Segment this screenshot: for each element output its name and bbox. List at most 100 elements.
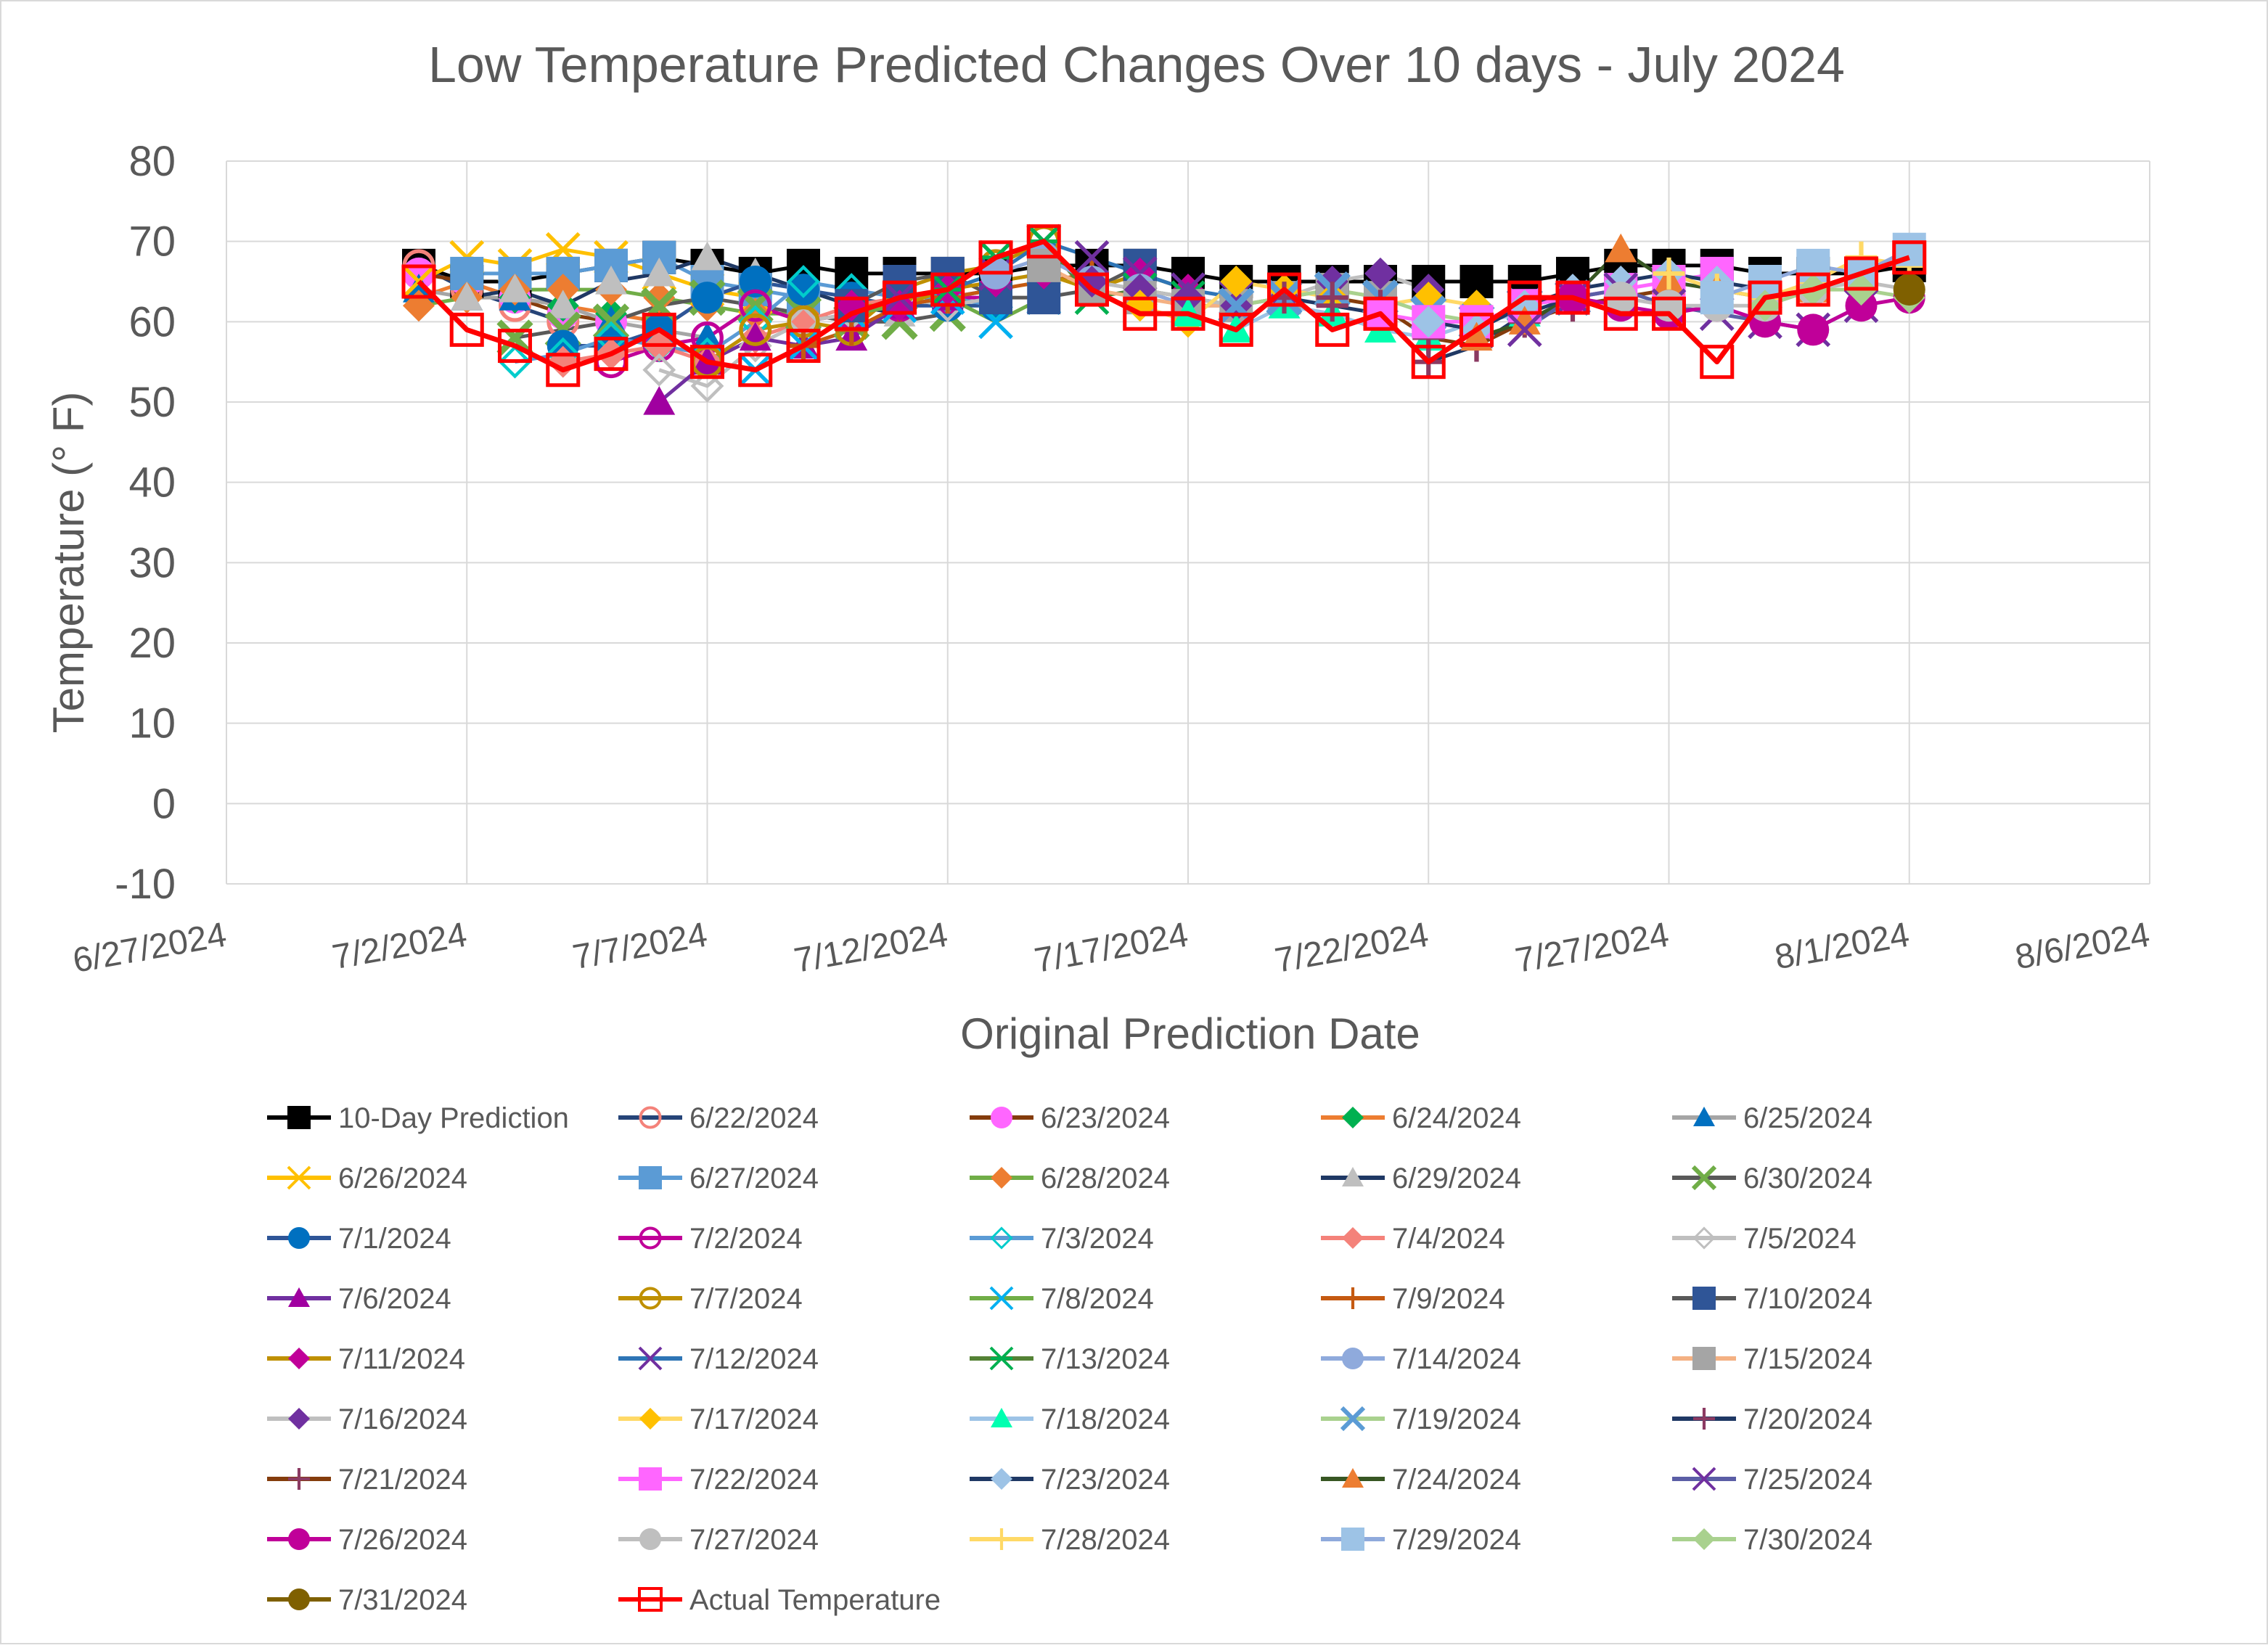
y-tick-label: -10 bbox=[115, 861, 176, 908]
legend-item: 7/31/2024 bbox=[267, 1584, 467, 1616]
legend-label: 7/10/2024 bbox=[1743, 1283, 1872, 1315]
data-point bbox=[786, 329, 821, 364]
legend-marker bbox=[639, 1287, 662, 1310]
legend-item: 7/26/2024 bbox=[267, 1524, 467, 1556]
data-point bbox=[1893, 274, 1925, 306]
legend-marker bbox=[639, 1106, 662, 1129]
data-point bbox=[1748, 280, 1782, 315]
legend-label: Actual Temperature bbox=[689, 1584, 941, 1616]
legend-marker bbox=[1692, 1347, 1716, 1370]
legend-marker bbox=[990, 1226, 1013, 1250]
legend-label: 7/19/2024 bbox=[1392, 1403, 1521, 1435]
legend-item: 7/11/2024 bbox=[267, 1343, 465, 1375]
legend-marker bbox=[991, 1528, 1012, 1550]
legend-label: 7/30/2024 bbox=[1743, 1524, 1872, 1556]
legend-item: 6/30/2024 bbox=[1672, 1163, 1872, 1194]
legend-label: 7/9/2024 bbox=[1392, 1283, 1505, 1315]
data-point bbox=[1797, 313, 1830, 346]
legend-item: 7/2/2024 bbox=[618, 1223, 803, 1255]
data-point bbox=[643, 257, 676, 287]
legend-item: 7/21/2024 bbox=[267, 1464, 467, 1496]
legend-item: 7/24/2024 bbox=[1321, 1464, 1521, 1496]
series-line-10 bbox=[562, 279, 996, 348]
data-point bbox=[1796, 272, 1830, 307]
legend-marker bbox=[991, 1107, 1012, 1128]
legend-item: 10-Day Prediction bbox=[267, 1102, 569, 1134]
data-point bbox=[1074, 239, 1110, 275]
legend-label: 7/23/2024 bbox=[1041, 1464, 1170, 1496]
data-point bbox=[739, 289, 772, 322]
data-point bbox=[1219, 312, 1253, 347]
legend-label: 6/23/2024 bbox=[1041, 1102, 1170, 1134]
data-point bbox=[1892, 240, 1927, 275]
legend-item: 7/29/2024 bbox=[1321, 1524, 1521, 1556]
x-axis-title: Original Prediction Date bbox=[960, 1009, 1420, 1058]
y-axis-title: Temperature (° F) bbox=[44, 392, 93, 734]
data-point bbox=[1123, 296, 1158, 331]
legend-item: 7/19/2024 bbox=[1321, 1403, 1521, 1435]
legend-marker bbox=[288, 1528, 310, 1550]
data-point bbox=[1171, 296, 1205, 331]
legend-item: 7/14/2024 bbox=[1321, 1343, 1521, 1375]
legend-marker bbox=[288, 1588, 310, 1610]
legend-marker bbox=[991, 1468, 1012, 1490]
legend-label: 7/15/2024 bbox=[1743, 1343, 1872, 1375]
legend-item: 6/27/2024 bbox=[618, 1163, 819, 1194]
data-point bbox=[1315, 312, 1350, 347]
legend-item: 7/17/2024 bbox=[618, 1403, 819, 1435]
data-point bbox=[1412, 306, 1445, 338]
legend-marker bbox=[1693, 1528, 1715, 1550]
legend-marker bbox=[639, 1166, 662, 1189]
legend-item: 7/6/2024 bbox=[267, 1283, 451, 1315]
legend-label: 6/26/2024 bbox=[338, 1163, 467, 1194]
y-tick-label: 70 bbox=[128, 218, 176, 266]
legend-marker bbox=[288, 1227, 310, 1249]
legend-item: 7/16/2024 bbox=[267, 1403, 467, 1435]
legend-item: 7/28/2024 bbox=[970, 1524, 1170, 1556]
legend-marker bbox=[1691, 1165, 1717, 1191]
legend-label: 6/28/2024 bbox=[1041, 1163, 1170, 1194]
legend-label: 7/26/2024 bbox=[338, 1524, 467, 1556]
legend-marker bbox=[1342, 1227, 1364, 1249]
legend-item: 7/7/2024 bbox=[618, 1283, 803, 1315]
legend-marker bbox=[639, 1408, 661, 1430]
data-point bbox=[546, 274, 579, 306]
series-line-39 bbox=[1764, 287, 1910, 308]
legend-marker bbox=[288, 1408, 310, 1430]
legend-label: 7/21/2024 bbox=[338, 1464, 467, 1496]
y-tick-label: 60 bbox=[128, 298, 176, 345]
data-point bbox=[1700, 345, 1735, 380]
legend-label: 7/14/2024 bbox=[1392, 1343, 1521, 1375]
data-point bbox=[451, 282, 483, 311]
y-tick-label: 40 bbox=[128, 459, 176, 507]
data-point bbox=[449, 312, 484, 347]
data-point bbox=[642, 353, 676, 387]
data-point bbox=[930, 272, 965, 307]
legend-item: 6/29/2024 bbox=[1321, 1163, 1521, 1194]
legend-label: 6/27/2024 bbox=[689, 1163, 819, 1194]
legend-item: 7/22/2024 bbox=[618, 1464, 819, 1496]
legend-label: 7/11/2024 bbox=[338, 1343, 465, 1375]
data-point bbox=[643, 282, 676, 314]
legend-label: 7/2/2024 bbox=[689, 1223, 803, 1255]
legend-label: 7/17/2024 bbox=[689, 1403, 819, 1435]
legend-label: 7/12/2024 bbox=[689, 1343, 819, 1375]
legend-label: 7/27/2024 bbox=[689, 1524, 819, 1556]
data-point bbox=[1316, 282, 1348, 314]
y-tick-label: 80 bbox=[128, 138, 176, 185]
legend-marker bbox=[1693, 1408, 1715, 1430]
data-point bbox=[691, 282, 724, 314]
data-point bbox=[1266, 272, 1302, 307]
legend-marker bbox=[287, 1106, 311, 1129]
legend-label: 6/24/2024 bbox=[1392, 1102, 1521, 1134]
data-point bbox=[1411, 345, 1446, 380]
legend-label: 7/6/2024 bbox=[338, 1283, 451, 1315]
data-point bbox=[1605, 233, 1637, 263]
data-point bbox=[978, 240, 1013, 275]
data-point bbox=[1364, 257, 1396, 290]
legend-item: 7/23/2024 bbox=[970, 1464, 1170, 1496]
data-point bbox=[1508, 306, 1541, 335]
series-line-41 bbox=[417, 239, 1910, 373]
legend-label: 7/4/2024 bbox=[1392, 1223, 1505, 1255]
